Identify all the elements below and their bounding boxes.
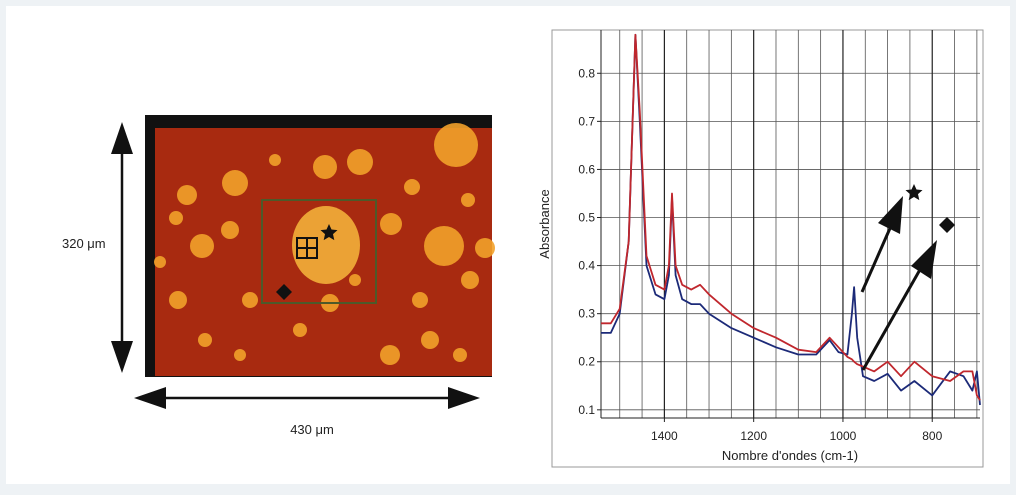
x-tick-label: 1200: [740, 429, 767, 443]
width-label: 430 μm: [290, 422, 334, 437]
grid-marker-cross: [297, 238, 317, 258]
droplets: [154, 123, 495, 365]
y-tick-label: 0.4: [578, 259, 595, 273]
y-tick-label: 0.5: [578, 211, 595, 225]
y-tick-label: 0.3: [578, 307, 595, 321]
y-tick-label: 0.1: [578, 403, 595, 417]
x-axis-label: Nombre d'ondes (cm-1): [722, 448, 858, 463]
x-tick-label: 1000: [830, 429, 857, 443]
y-tick-label: 0.8: [578, 66, 595, 80]
diamond-arrow: [861, 251, 932, 371]
diamond-marker: [939, 217, 955, 233]
height-label: 320 μm: [62, 236, 106, 251]
y-tick-label: 0.2: [578, 355, 595, 369]
star-marker: [320, 224, 338, 241]
x-tick-label: 800: [922, 429, 942, 443]
star-arrowhead: [878, 196, 903, 234]
diamond-marker: [276, 284, 292, 300]
x-tick-label: 1400: [651, 429, 678, 443]
star-marker: [905, 184, 923, 201]
micrograph: [145, 115, 495, 377]
diamond-arrowhead: [911, 240, 937, 279]
selection-box: [261, 199, 377, 304]
y-tick-label: 0.7: [578, 114, 595, 128]
dimension-arrows: [111, 122, 480, 409]
series-line: [601, 33, 981, 401]
y-tick-label: 0.6: [578, 162, 595, 176]
chart-frame: [551, 29, 984, 468]
annotations: [860, 184, 955, 371]
series-line: [601, 33, 981, 406]
y-axis-label: Absorbance: [537, 189, 552, 258]
